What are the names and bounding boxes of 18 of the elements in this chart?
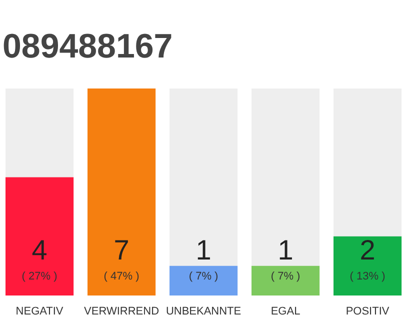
data-label: 2 [360,234,376,266]
annotation: ( 27% ) [22,270,58,282]
x-tick-label: UNBEKANNTE [166,306,242,318]
x-tick-label: VERWIRREND [84,306,160,318]
annotation: ( 7% ) [270,270,300,282]
annotation: ( 7% ) [188,270,218,282]
data-label: 1 [196,234,212,266]
bar [170,266,238,296]
data-label: 1 [278,234,294,266]
x-tick-label: EGAL [270,306,300,318]
x-tick-label: NEGATIV [16,306,64,318]
data-label: 7 [114,234,130,266]
data-label: 4 [32,234,48,266]
chart-title: 089488167 [2,28,173,66]
annotation: ( 47% ) [104,270,140,282]
annotation: ( 13% ) [350,270,386,282]
x-tick-label: POSITIV [346,306,390,318]
bar [252,266,320,296]
